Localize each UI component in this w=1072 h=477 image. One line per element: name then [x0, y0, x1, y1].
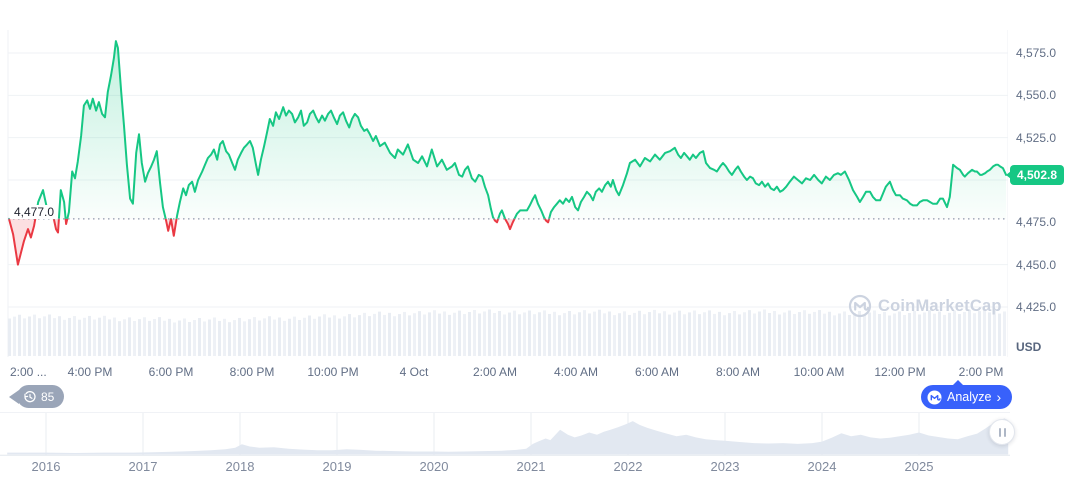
- coinmarketcap-icon: [927, 390, 942, 405]
- navigator-handle[interactable]: [989, 419, 1015, 445]
- currency-label[interactable]: USD: [1016, 340, 1042, 354]
- year-label[interactable]: 2023: [710, 459, 740, 474]
- analyze-button[interactable]: Analyze ›: [921, 380, 1013, 409]
- history-count: 85: [41, 389, 55, 404]
- x-axis-label: 8:00 PM: [229, 365, 275, 379]
- x-axis-label: 2:00 AM: [472, 365, 518, 379]
- baseline-price-label: 4,477.0: [11, 205, 58, 219]
- analyze-label: Analyze: [947, 390, 992, 404]
- x-axis-label: 12:00 PM: [874, 365, 926, 379]
- year-label[interactable]: 2025: [904, 459, 934, 474]
- y-axis: 4,575.0 4,550.0 4,525.0 4,475.0 4,450.0 4,425…: [1008, 0, 1072, 360]
- x-axis-label: 10:00 AM: [793, 365, 845, 379]
- x-axis-label: 8:00 AM: [715, 365, 761, 379]
- year-label[interactable]: 2017: [128, 459, 158, 474]
- y-axis-label: 4,525.0: [1016, 130, 1057, 145]
- coinmarketcap-watermark: CoinMarketCap: [848, 294, 1002, 318]
- history-icon: [23, 390, 37, 404]
- year-label[interactable]: 2024: [807, 459, 837, 474]
- y-axis-label: 4,425.0: [1016, 299, 1057, 314]
- y-axis-label: 4,575.0: [1016, 46, 1057, 60]
- y-axis-label: 4,550.0: [1016, 88, 1057, 103]
- year-label[interactable]: 2019: [322, 459, 352, 474]
- chevron-right-icon: ›: [996, 388, 1002, 405]
- current-price-badge: 4,502.8: [1010, 165, 1065, 185]
- pause-icon: [998, 427, 1001, 437]
- year-axis: 2016 2017 2018 2019 2020 2021 2022 2023 2024 2025: [0, 459, 1010, 475]
- x-axis-label: 2:00 PM: [958, 365, 1004, 379]
- watermark-text: CoinMarketCap: [878, 296, 1002, 315]
- y-axis-label: 4,475.0: [1016, 215, 1057, 230]
- x-axis-label: 6:00 AM: [634, 365, 680, 379]
- timeline-navigator[interactable]: [0, 412, 1010, 456]
- price-chart[interactable]: [0, 0, 1010, 360]
- x-axis-label: 4 Oct: [399, 365, 429, 379]
- history-badge[interactable]: 85: [17, 385, 65, 408]
- x-axis-label: 4:00 PM: [67, 365, 113, 379]
- year-label[interactable]: 2021: [516, 459, 546, 474]
- x-axis-label: 2:00 ...: [10, 365, 47, 379]
- year-label[interactable]: 2016: [31, 459, 61, 474]
- year-label[interactable]: 2022: [613, 459, 643, 474]
- x-axis: 2:00 ... 4:00 PM 6:00 PM 8:00 PM 10:00 PM 4 O…: [0, 365, 1010, 383]
- pause-icon: [1003, 427, 1006, 437]
- x-axis-label: 4:00 AM: [553, 365, 599, 379]
- year-label[interactable]: 2018: [225, 459, 255, 474]
- coinmarketcap-logo-icon: [848, 294, 872, 318]
- year-label[interactable]: 2020: [419, 459, 449, 474]
- y-axis-label: 4,450.0: [1016, 257, 1057, 272]
- x-axis-label: 10:00 PM: [307, 365, 359, 379]
- x-axis-label: 6:00 PM: [148, 365, 194, 379]
